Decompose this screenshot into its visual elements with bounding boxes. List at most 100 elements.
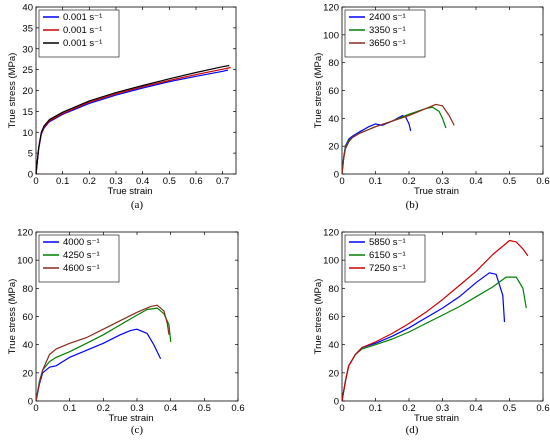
x-axis-label: True strain xyxy=(414,413,459,424)
y-tick-label: 10 xyxy=(22,128,33,139)
y-tick-label: 35 xyxy=(22,23,33,34)
x-tick-label: 0.6 xyxy=(536,403,549,414)
y-tick-label: 60 xyxy=(328,86,339,97)
x-tick-label: 0.1 xyxy=(369,176,382,187)
x-tick-label: 0.1 xyxy=(56,176,69,187)
legend-entry: 6150 s⁻¹ xyxy=(369,250,406,261)
x-tick-label: 0.3 xyxy=(436,176,449,187)
y-tick-label: 0 xyxy=(28,397,33,408)
legend-entry: 5850 s⁻¹ xyxy=(369,237,406,248)
legend-entry: 0.001 s⁻¹ xyxy=(63,12,102,23)
series-line xyxy=(341,276,527,402)
y-tick-label: 30 xyxy=(22,44,33,55)
x-tick-label: 0.4 xyxy=(469,176,482,187)
legend-box xyxy=(344,9,426,58)
series-line xyxy=(341,106,447,175)
x-tick-label: 0.4 xyxy=(136,176,149,187)
x-tick-label: 0.3 xyxy=(109,176,122,187)
series-line xyxy=(35,304,170,402)
x-tick-label: 0.5 xyxy=(163,176,176,187)
y-tick-label: 25 xyxy=(22,65,33,76)
y-tick-label: 20 xyxy=(22,86,33,97)
x-tick-label: 0 xyxy=(339,176,344,187)
series-line xyxy=(341,114,412,175)
y-axis-label: True stress (MPa) xyxy=(313,279,324,355)
legend-entry: 7250 s⁻¹ xyxy=(369,263,406,274)
y-tick-label: 20 xyxy=(328,142,339,153)
y-tick-label: 40 xyxy=(328,114,339,125)
legend-entry: 3650 s⁻¹ xyxy=(369,38,406,49)
y-tick-label: 100 xyxy=(323,256,339,267)
x-tick-label: 0.5 xyxy=(503,403,516,414)
panel-label: (d) xyxy=(406,424,419,436)
x-axis-label: True strain xyxy=(107,186,152,197)
x-tick-label: 0.7 xyxy=(216,176,229,187)
y-tick-label: 15 xyxy=(22,107,33,118)
x-tick-label: 0.2 xyxy=(402,403,415,414)
legend-entry: 2400 s⁻¹ xyxy=(369,12,406,23)
series-line xyxy=(341,272,506,402)
x-tick-label: 0.2 xyxy=(402,176,415,187)
y-tick-label: 40 xyxy=(328,340,339,351)
y-axis-label: True stress (MPa) xyxy=(313,53,324,129)
series-line xyxy=(341,239,529,402)
legend-box xyxy=(38,234,120,283)
y-tick-label: 100 xyxy=(17,256,33,267)
series-line xyxy=(35,328,162,402)
x-tick-label: 0.4 xyxy=(469,403,482,414)
x-tick-label: 0 xyxy=(33,403,38,414)
x-tick-label: 0.6 xyxy=(189,176,202,187)
x-tick-label: 0.4 xyxy=(164,403,177,414)
legend-entry: 4000 s⁻¹ xyxy=(63,237,100,248)
y-tick-label: 120 xyxy=(17,228,33,239)
panel-label: (b) xyxy=(406,199,419,211)
y-tick-label: 80 xyxy=(22,284,33,295)
y-axis-label: True stress (MPa) xyxy=(7,53,18,129)
y-tick-label: 20 xyxy=(328,368,339,379)
x-tick-label: 0 xyxy=(33,176,38,187)
legend-box xyxy=(344,234,426,283)
x-tick-label: 0.5 xyxy=(503,176,516,187)
y-tick-label: 20 xyxy=(22,368,33,379)
legend-box xyxy=(38,9,120,58)
x-axis-label: True strain xyxy=(414,186,459,197)
y-tick-label: 40 xyxy=(22,3,33,14)
y-tick-label: 40 xyxy=(22,340,33,351)
panel-label: (c) xyxy=(131,424,144,436)
series-line xyxy=(35,66,231,175)
x-tick-label: 0.1 xyxy=(63,403,76,414)
x-tick-label: 0.6 xyxy=(231,403,244,414)
y-tick-label: 5 xyxy=(28,149,33,160)
y-tick-label: 0 xyxy=(28,170,33,181)
series-line xyxy=(35,307,172,402)
series-line xyxy=(341,103,455,175)
y-tick-label: 80 xyxy=(328,58,339,69)
series-line xyxy=(35,69,229,175)
x-tick-label: 0.3 xyxy=(436,403,449,414)
series-line xyxy=(35,64,230,175)
x-tick-label: 0 xyxy=(339,403,344,414)
y-tick-label: 120 xyxy=(323,3,339,14)
panel-label: (a) xyxy=(131,199,144,211)
x-tick-label: 0.2 xyxy=(97,403,110,414)
y-axis-label: True stress (MPa) xyxy=(7,279,18,355)
y-tick-label: 80 xyxy=(328,284,339,295)
y-tick-label: 60 xyxy=(22,312,33,323)
y-tick-label: 60 xyxy=(328,312,339,323)
y-tick-label: 120 xyxy=(323,228,339,239)
x-tick-label: 0.6 xyxy=(536,176,549,187)
legend-entry: 4250 s⁻¹ xyxy=(63,250,100,261)
x-tick-label: 0.1 xyxy=(369,403,382,414)
y-tick-label: 0 xyxy=(334,170,339,181)
legend-entry: 0.001 s⁻¹ xyxy=(63,25,102,36)
x-tick-label: 0.3 xyxy=(130,403,143,414)
legend-entry: 4600 s⁻¹ xyxy=(63,263,100,274)
x-tick-label: 0.2 xyxy=(83,176,96,187)
x-tick-label: 0.5 xyxy=(198,403,211,414)
y-tick-label: 0 xyxy=(334,397,339,408)
legend-entry: 0.001 s⁻¹ xyxy=(63,38,102,49)
x-axis-label: True strain xyxy=(108,413,153,424)
y-tick-label: 100 xyxy=(323,30,339,41)
legend-entry: 3350 s⁻¹ xyxy=(369,25,406,36)
